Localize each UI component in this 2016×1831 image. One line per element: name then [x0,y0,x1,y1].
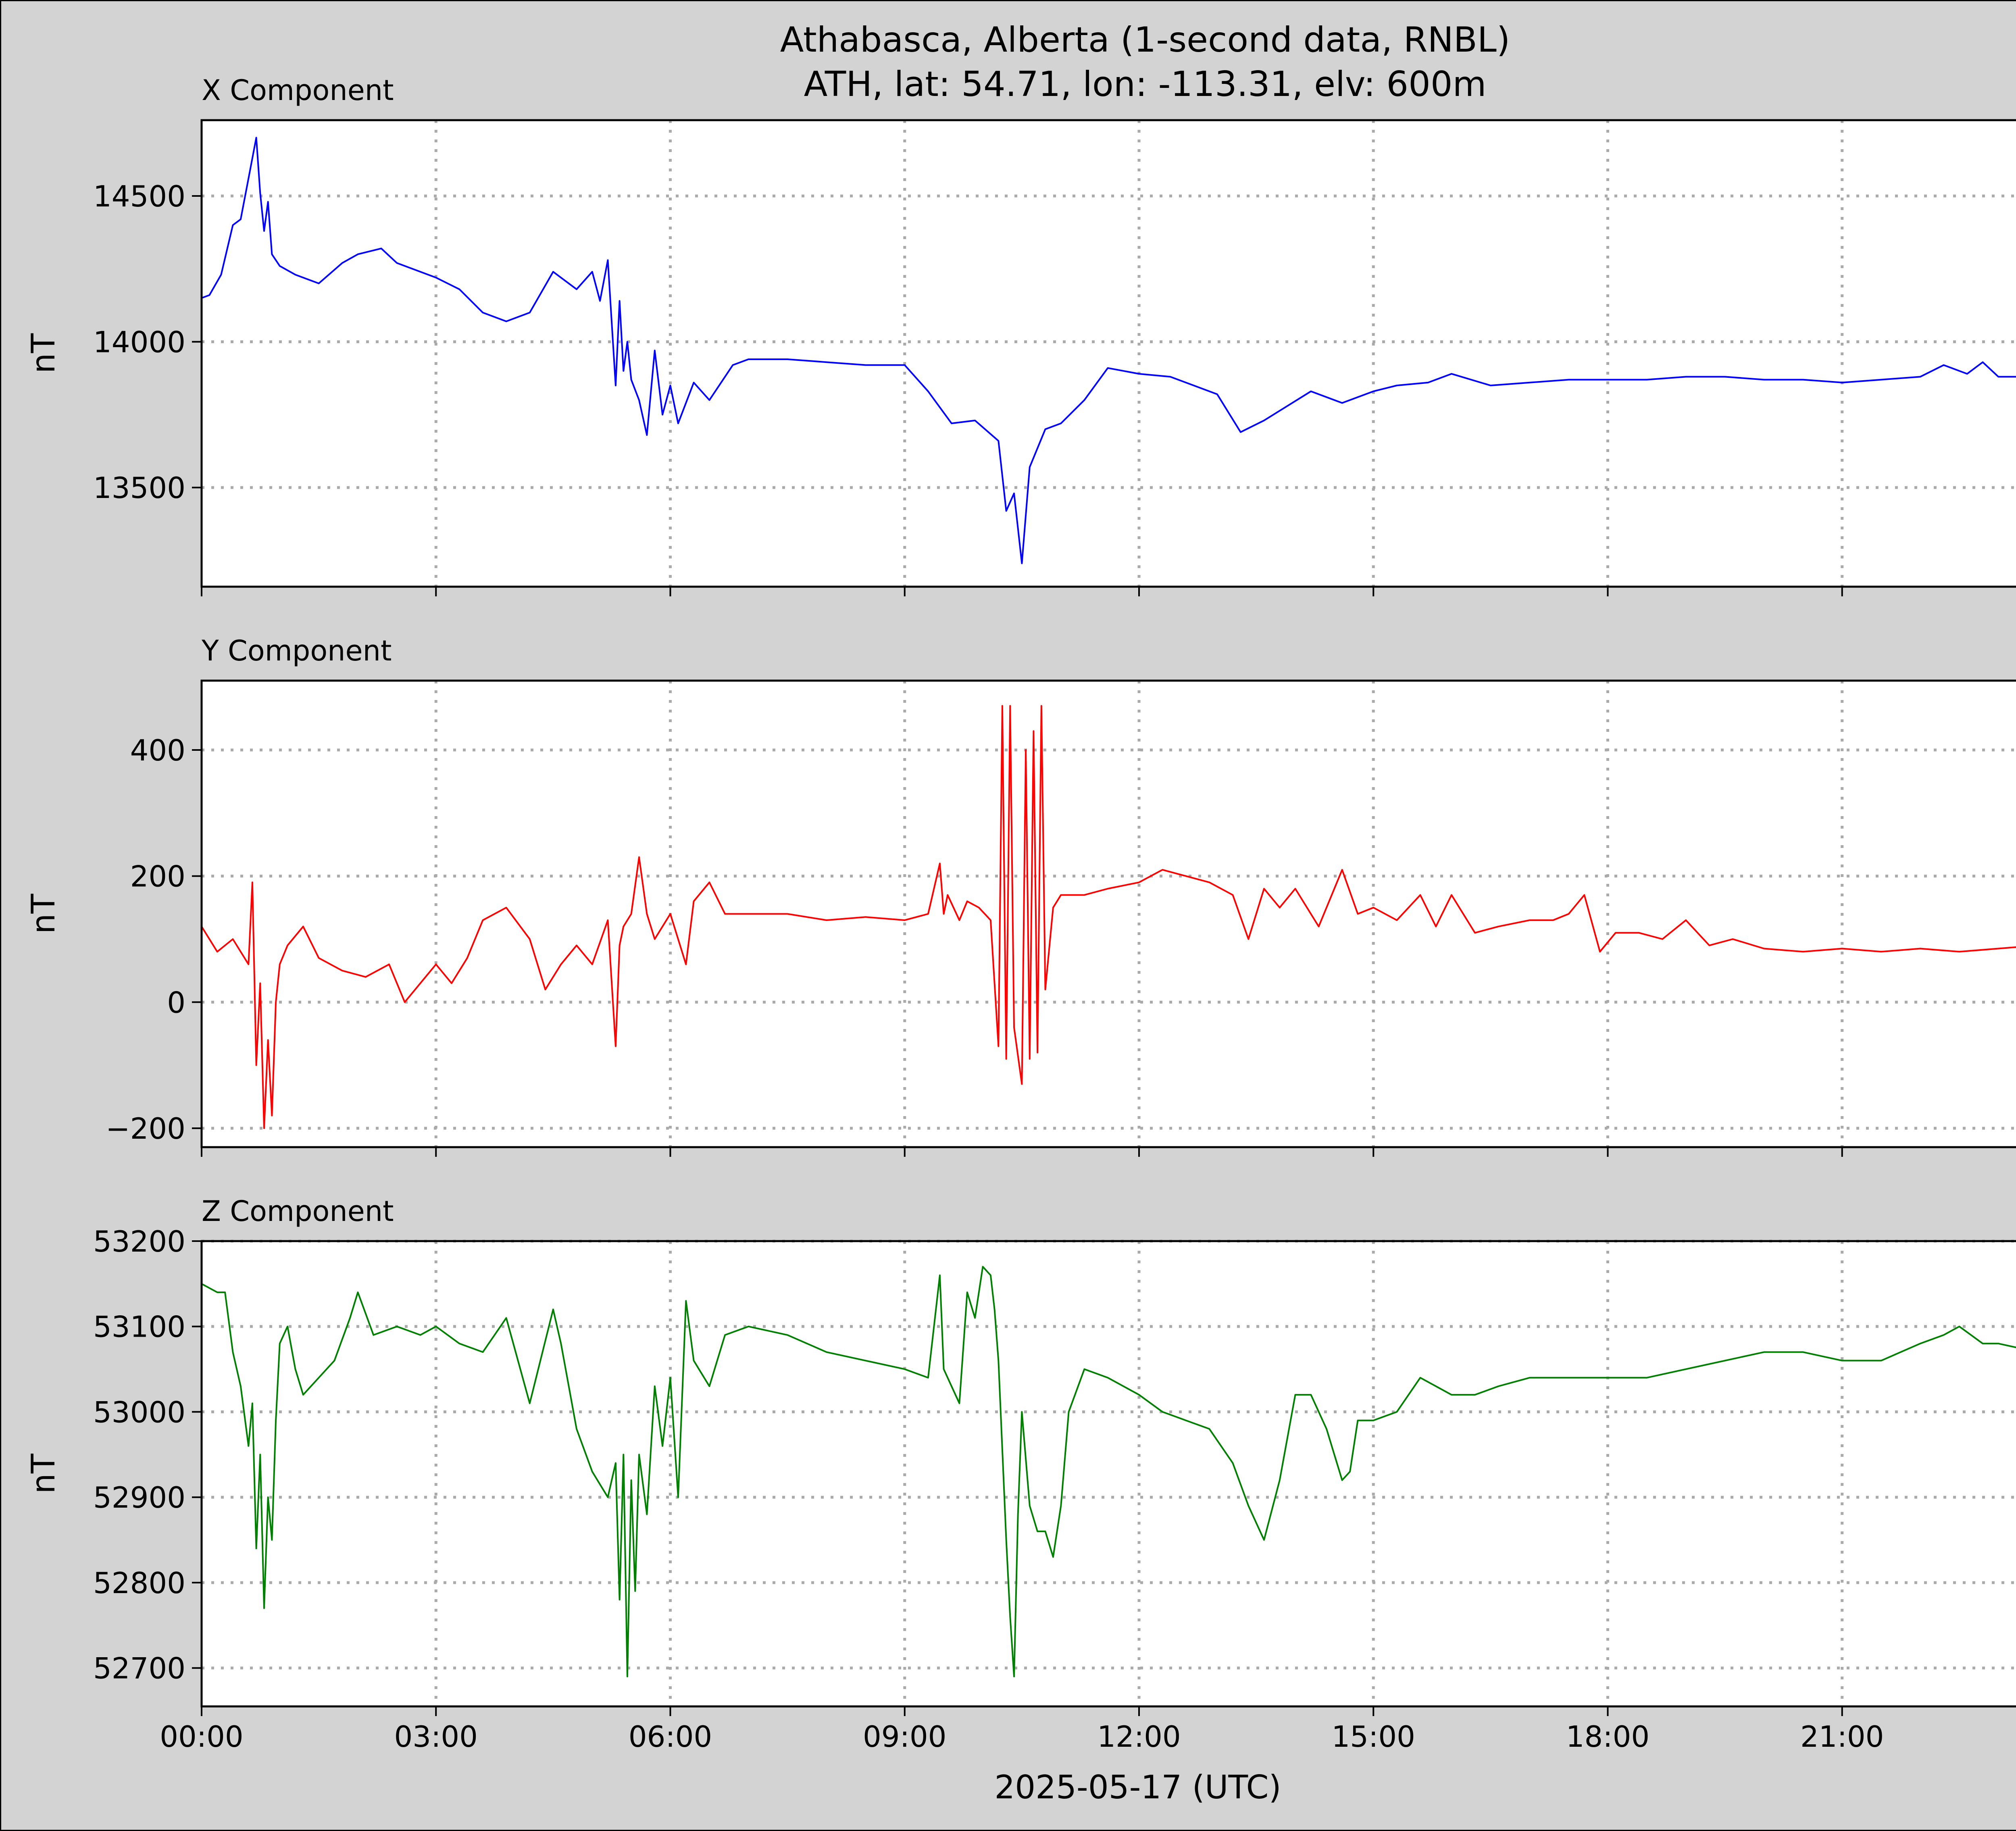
series-line-x [201,137,2016,565]
x-axis-label: 2025-05-17 (UTC) [994,1769,1281,1806]
panels: 13500 14000 14500 X Component nT −200 0 200 400 Y… [25,74,2016,1754]
plot-area-y [202,681,2016,1147]
y-tick-label-y: 0 [167,985,185,1019]
y-axis-label-x: nT [25,333,62,374]
panel-z: 00:00 03:00 06:00 09:00 12:00 15:00 18:00 21:00… [25,1195,2016,1754]
y-tick-label-x: 13500 [93,471,185,505]
x-tick-label: 18:00 [1566,1720,1650,1754]
y-tick-label-z: 52700 [93,1652,185,1685]
y-tick-label-y: 400 [130,733,185,767]
series-line-z [201,1266,2016,1677]
panel-title-y: Y Component [201,634,392,667]
y-tick-label-y: −200 [106,1112,185,1146]
y-tick-label-x: 14000 [93,325,185,359]
figure-title-line2: ATH, lat: 54.71, lon: -113.31, elv: 600m [804,64,1487,104]
y-tick-label-z: 52900 [93,1481,185,1514]
panel-title-z: Z Component [202,1195,394,1228]
plot-area-x [202,120,2016,587]
x-tick-label: 03:00 [394,1720,478,1754]
axes-frame-y [200,679,2016,1148]
x-tick-label: 12:00 [1097,1720,1181,1754]
panel-x: 13500 14000 14500 X Component nT [25,74,2016,596]
series-line-y [201,705,2016,1129]
plot-area-z [202,1241,2016,1706]
y-tick-label-x: 14500 [93,179,185,213]
x-tick-label: 21:00 [1800,1720,1884,1754]
figure-title-line1: Athabasca, Alberta (1-second data, RNBL) [780,20,1510,60]
x-tick-label: 00:00 [160,1720,244,1754]
x-tick-label: 06:00 [629,1720,712,1754]
y-tick-label-z: 53100 [93,1310,185,1344]
x-tick-label: 09:00 [863,1720,947,1754]
y-tick-label-y: 200 [130,860,185,894]
x-tick-label: 15:00 [1332,1720,1416,1754]
y-axis-label-y: nT [25,894,62,934]
y-tick-label-z: 52800 [93,1566,185,1600]
axes-frame-x [200,119,2016,588]
y-tick-label-z: 53000 [93,1395,185,1429]
panel-title-x: X Component [202,74,394,107]
axes-frame-z [200,1240,2016,1708]
y-tick-label-z: 53200 [93,1225,185,1258]
panel-y: −200 0 200 400 Y Component nT [25,634,2016,1157]
y-axis-label-z: nT [25,1453,62,1494]
